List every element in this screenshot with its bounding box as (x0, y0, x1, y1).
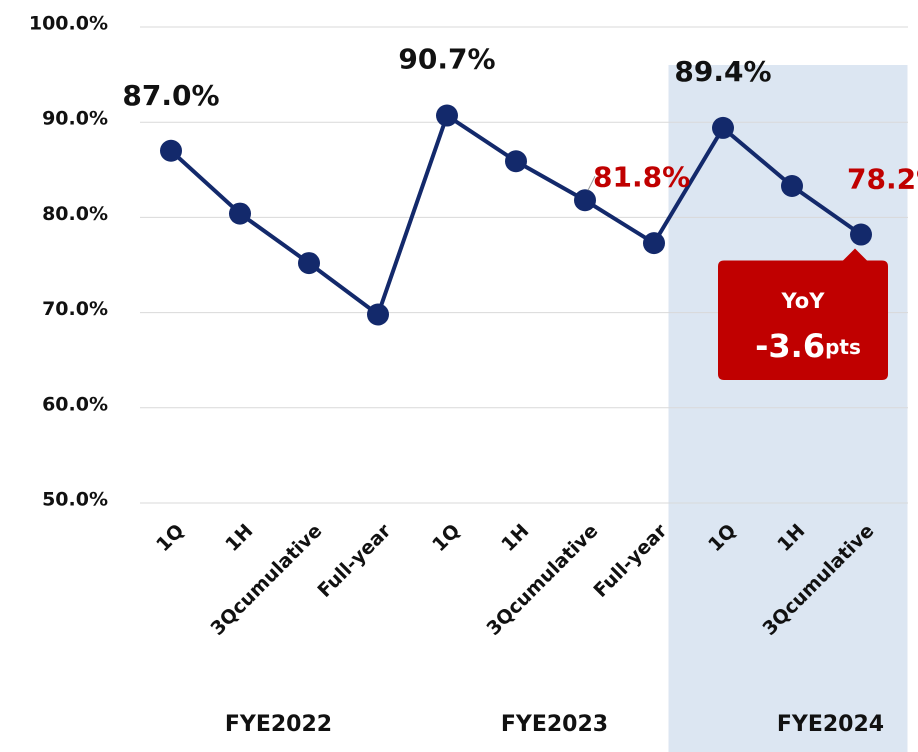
point (574, 189, 596, 212)
point (436, 104, 458, 127)
point (298, 252, 320, 275)
y-tick-label: 100.0% (29, 13, 108, 35)
callout-box (718, 248, 888, 380)
point (643, 232, 665, 255)
point (850, 223, 872, 246)
data-label: 87.0% (122, 79, 219, 112)
point (160, 139, 182, 162)
y-tick-label: 90.0% (42, 108, 108, 130)
point (505, 150, 527, 173)
group-label: FYE2022 (225, 712, 332, 737)
y-tick-label: 50.0% (42, 489, 108, 511)
callout-title: YoY (781, 289, 826, 313)
group-label: FYE2023 (501, 712, 608, 737)
data-label: 89.4% (674, 55, 771, 88)
data-label: 90.7% (398, 43, 495, 76)
group-label: FYE2024 (777, 712, 884, 737)
point (229, 202, 251, 225)
x-tick-label: 1Q (152, 520, 188, 556)
callout-number: -3.6 (755, 327, 825, 365)
point (781, 174, 803, 197)
callout-unit: pts (825, 335, 861, 359)
x-tick-label: 1H (221, 520, 257, 556)
y-tick-label: 60.0% (42, 393, 108, 415)
x-tick-label: Full-year (589, 519, 671, 601)
x-tick-label: 1H (497, 520, 533, 556)
data-label: 78.2% (847, 163, 918, 196)
point (367, 303, 389, 326)
callout-value: -3.6pts (755, 327, 861, 365)
y-tick-label: 70.0% (42, 298, 108, 320)
x-tick-label: Full-year (313, 519, 395, 601)
x-tick-label: 1Q (428, 520, 464, 556)
leader-line (587, 176, 596, 191)
y-tick-label: 80.0% (42, 203, 108, 225)
data-label: 81.8% (593, 160, 690, 193)
point (712, 116, 734, 139)
